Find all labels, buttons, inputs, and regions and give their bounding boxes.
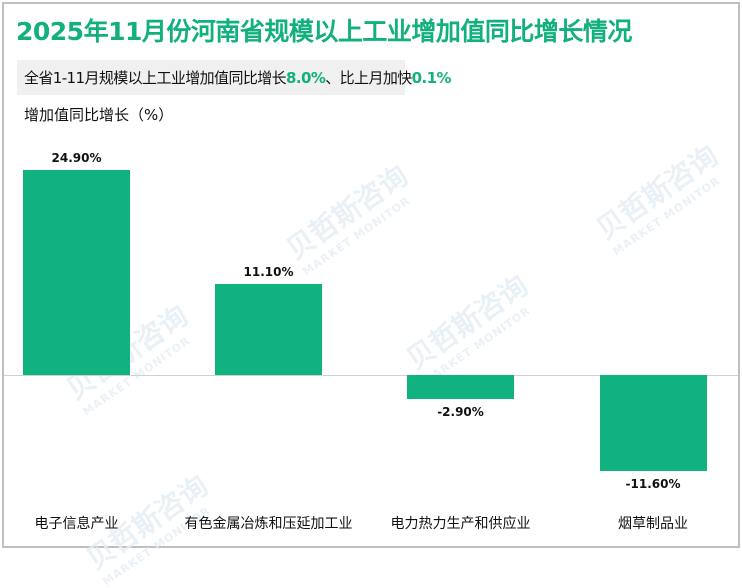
category-label: 电子信息产业 bbox=[34, 516, 119, 532]
bar-value-label: -2.90% bbox=[437, 404, 484, 419]
bar-value-label: 11.10% bbox=[243, 264, 294, 279]
subtitle-box bbox=[17, 60, 405, 95]
zero-axis-line bbox=[4, 375, 738, 376]
chart-frame bbox=[2, 2, 740, 548]
bar-value-label: 24.90% bbox=[51, 151, 102, 165]
chart-title: 2025年11月份河南省规模以上工业增加值同比增长情况 bbox=[16, 17, 632, 46]
y-axis-label: 增加值同比增长（%） bbox=[24, 106, 174, 124]
bar bbox=[407, 375, 514, 399]
category-label: 有色金属冶炼和压延加工业 bbox=[184, 516, 353, 532]
bar bbox=[215, 283, 322, 375]
bar-value-label: -11.60% bbox=[625, 476, 681, 491]
chart-subtitle: 全省1-11月规模以上工业增加值同比增长8.0%、比上月加快0.1% bbox=[24, 69, 451, 87]
category-label: 电力热力生产和供应业 bbox=[390, 516, 531, 532]
category-label: 烟草制品业 bbox=[618, 516, 688, 532]
bar bbox=[599, 375, 707, 471]
bar bbox=[23, 170, 130, 375]
